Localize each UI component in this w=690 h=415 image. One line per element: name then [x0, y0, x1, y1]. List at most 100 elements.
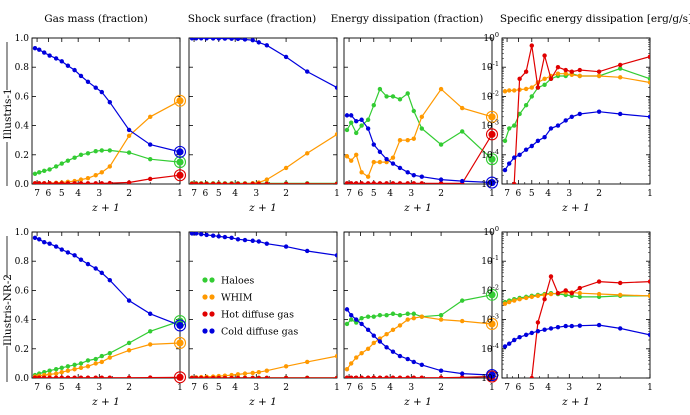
data-point-hot-diffuse-gas: [53, 375, 59, 378]
data-point-cold-diffuse-gas: [542, 135, 547, 140]
data-point-hot-diffuse-gas: [99, 181, 104, 184]
data-point-haloes: [32, 171, 38, 176]
y-tick-label: 10-5: [481, 177, 499, 190]
data-point-whim: [438, 317, 444, 322]
data-point-whim: [354, 355, 359, 360]
data-point-hot-diffuse-gas: [384, 181, 389, 184]
data-point-hot-diffuse-gas: [264, 375, 270, 378]
data-point-hot-diffuse-gas: [256, 181, 261, 184]
data-point-haloes: [371, 102, 376, 108]
data-point-cold-diffuse-gas: [199, 38, 204, 41]
data-point-haloes: [344, 127, 350, 133]
data-point-hot-diffuse-gas: [569, 291, 574, 296]
final-ring-cold-diffuse-gas: [173, 319, 187, 332]
legend-marker: [202, 311, 208, 317]
data-point-whim: [85, 175, 91, 181]
x-axis-label: z + 1: [403, 202, 432, 214]
data-point-cold-diffuse-gas: [502, 167, 508, 173]
x-axis-label: z + 1: [561, 202, 590, 214]
data-point-cold-diffuse-gas: [189, 38, 195, 41]
data-point-haloes: [348, 317, 354, 322]
data-point-cold-diffuse-gas: [535, 329, 541, 334]
data-point-cold-diffuse-gas: [365, 327, 371, 333]
data-point-hot-diffuse-gas: [577, 285, 583, 291]
data-point-cold-diffuse-gas: [32, 235, 38, 241]
data-point-hot-diffuse-gas: [577, 67, 583, 73]
final-point-haloes: [488, 291, 496, 299]
data-point-hot-diffuse-gas: [529, 43, 534, 48]
data-point-haloes: [438, 142, 444, 147]
data-point-hot-diffuse-gas: [72, 375, 77, 378]
data-point-hot-diffuse-gas: [563, 288, 568, 293]
x-tick-label: 3: [96, 189, 102, 199]
data-point-whim: [371, 159, 376, 165]
data-point-haloes: [506, 126, 512, 131]
panel-1-3: 7 6 5 4 3 2 1 z + 1: [343, 37, 499, 214]
final-point-hot-diffuse-gas: [176, 373, 184, 381]
series-line-cold-diffuse-gas: [34, 237, 180, 326]
data-point-cold-diffuse-gas: [359, 321, 364, 327]
data-point-cold-diffuse-gas: [397, 165, 403, 171]
x-tick-label: 3: [253, 189, 259, 199]
data-point-haloes: [647, 76, 650, 82]
y-tick-label: 0.4: [15, 122, 30, 132]
data-point-haloes: [36, 170, 42, 175]
data-point-hot-diffuse-gas: [390, 375, 396, 378]
data-point-whim: [334, 132, 337, 137]
series-line-cold-diffuse-gas: [192, 38, 337, 89]
data-point-haloes: [397, 97, 403, 102]
data-point-hot-diffuse-gas: [305, 181, 310, 184]
data-point-cold-diffuse-gas: [193, 38, 199, 41]
data-point-hot-diffuse-gas: [148, 176, 153, 182]
final-ring-hot-diffuse-gas: [173, 371, 187, 384]
data-point-cold-diffuse-gas: [65, 250, 71, 255]
data-point-hot-diffuse-gas: [47, 375, 52, 378]
data-point-whim: [47, 372, 52, 377]
data-point-cold-diffuse-gas: [42, 240, 47, 245]
data-point-hot-diffuse-gas: [377, 181, 383, 184]
row-label-1: Illustris-1: [2, 42, 14, 186]
data-point-hot-diffuse-gas: [354, 375, 359, 378]
y-tick-label: 1.0: [15, 228, 30, 238]
axes-frame: [501, 37, 651, 185]
data-point-whim: [548, 291, 554, 297]
data-point-cold-diffuse-gas: [542, 327, 547, 332]
x-tick-label: 4: [75, 189, 81, 199]
series-group: [189, 38, 337, 184]
data-point-whim: [93, 173, 98, 178]
y-tick-label: 10-1: [481, 60, 499, 73]
data-point-haloes: [65, 158, 71, 163]
axes-frame: [31, 231, 181, 379]
data-point-whim: [305, 359, 310, 365]
data-point-hot-diffuse-gas: [242, 181, 248, 184]
data-point-whim: [354, 152, 359, 157]
data-point-cold-diffuse-gas: [189, 232, 195, 236]
x-tick-label: 2: [438, 189, 444, 199]
data-point-haloes: [577, 294, 583, 300]
data-point-whim: [377, 159, 383, 165]
data-point-haloes: [517, 111, 522, 117]
data-point-cold-diffuse-gas: [384, 156, 389, 162]
data-point-haloes: [365, 314, 371, 319]
series-line-cold-diffuse-gas: [346, 309, 492, 376]
data-point-hot-diffuse-gas: [359, 375, 364, 378]
y-tick-label: 10-3: [481, 119, 499, 132]
data-point-cold-diffuse-gas: [216, 234, 221, 239]
data-point-whim: [390, 327, 396, 333]
final-point-whim: [488, 113, 496, 121]
data-point-hot-diffuse-gas: [438, 375, 444, 378]
data-point-hot-diffuse-gas: [189, 181, 195, 184]
x-tick-label: 1: [334, 383, 340, 393]
data-point-whim: [523, 86, 529, 92]
final-point-whim: [176, 339, 184, 347]
data-point-hot-diffuse-gas: [65, 375, 71, 378]
data-point-haloes: [78, 361, 84, 366]
x-axis-label: z + 1: [248, 202, 277, 214]
x-tick-label: 7: [346, 383, 352, 393]
legend-label: Haloes: [221, 276, 254, 287]
data-point-cold-diffuse-gas: [647, 114, 650, 120]
x-tick-label: 1: [177, 189, 183, 199]
panel-2-4: 7 6 5 4 3 2 1 z + 1 10-5 10-4 10-3 10-2 10-1 100: [481, 225, 653, 408]
data-point-hot-diffuse-gas: [542, 296, 547, 302]
legend-marker: [209, 294, 215, 300]
